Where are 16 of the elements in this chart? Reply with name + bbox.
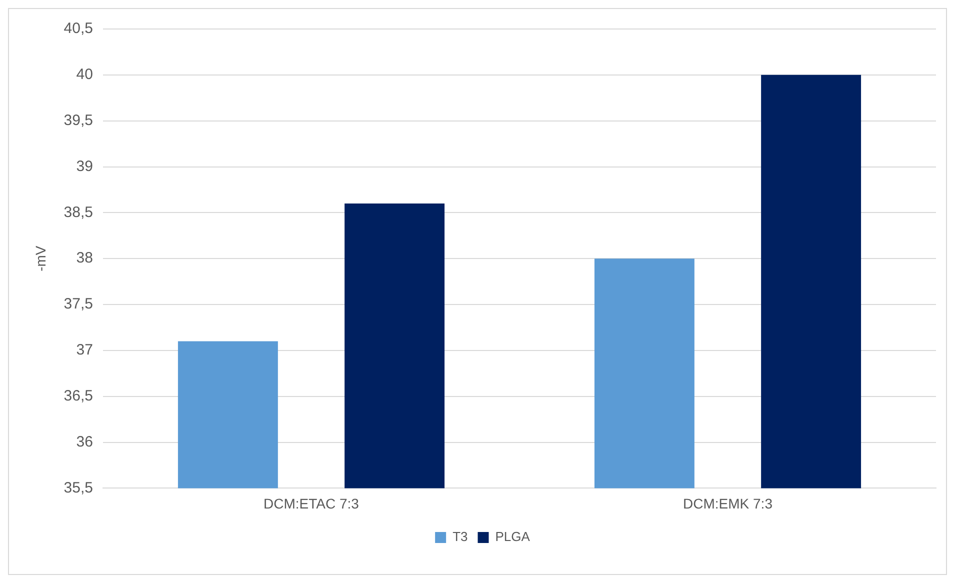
y-tick-label: 38,5 — [64, 204, 93, 221]
legend-label: PLGA — [495, 529, 530, 544]
x-tick-label: DCM:EMK 7:3 — [683, 495, 773, 512]
y-tick-label: 40 — [76, 66, 93, 84]
y-tick-label: 35,5 — [64, 479, 93, 496]
y-tick-label: 39 — [76, 158, 93, 175]
legend-label: T3 — [452, 529, 468, 544]
y-axis-title: -mV — [32, 245, 48, 272]
y-tick-label: 39,5 — [64, 112, 93, 129]
y-tick-label: 36 — [76, 433, 93, 450]
x-tick-label: DCM:ETAC 7:3 — [264, 495, 360, 512]
y-tick-label: 40,5 — [64, 20, 93, 38]
y-tick-label: 37,5 — [64, 296, 93, 313]
y-tick-label: 37 — [76, 342, 93, 359]
y-tick-label: 38 — [76, 250, 93, 267]
y-tick-label: 36,5 — [64, 388, 93, 404]
